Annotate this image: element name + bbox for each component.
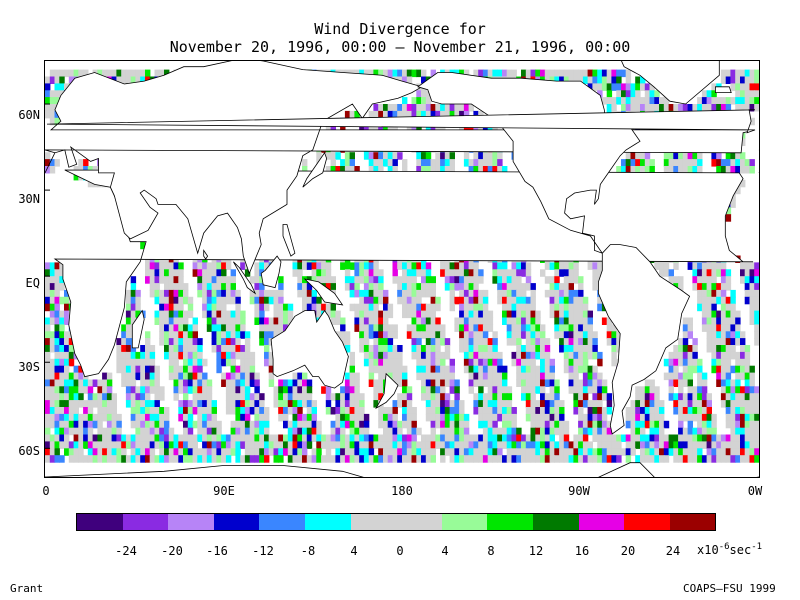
- colorbar-swatch: [350, 514, 397, 530]
- lon-label-0w: 0W: [747, 484, 763, 498]
- land-britain: [46, 109, 756, 134]
- colorbar-label: 12: [528, 544, 544, 558]
- land-antarctica: [45, 462, 759, 477]
- colorbar-swatch: [396, 514, 442, 530]
- land-eurasia: [45, 61, 756, 275]
- colorbar-label: 8: [487, 544, 495, 558]
- land-new-zealand: [375, 372, 399, 410]
- map-date-range: November 20, 1996, 00:00 – November 21, …: [169, 38, 631, 56]
- colorbar-swatch: [213, 514, 260, 530]
- land-madagascar: [131, 309, 145, 349]
- colorbar-label: 20: [620, 544, 636, 558]
- colorbar-swatch: [532, 514, 579, 530]
- colorbar-swatch: [122, 514, 169, 530]
- colorbar-label: -20: [161, 544, 183, 558]
- colorbar-label: -8: [300, 544, 316, 558]
- map-canvas: [45, 61, 759, 477]
- author-label: Grant: [10, 582, 44, 595]
- colorbar-label: 4: [350, 544, 358, 558]
- colorbar-swatch: [259, 514, 305, 530]
- lat-label-30s: 30S: [18, 360, 40, 374]
- land-australia: [270, 309, 349, 389]
- lat-label-eq: EQ: [25, 276, 40, 290]
- colorbar-swatch: [168, 514, 214, 530]
- lon-label-0: 0: [42, 484, 50, 498]
- lon-label-180: 180: [391, 484, 413, 498]
- colorbar-label: -24: [115, 544, 137, 558]
- colorbar-swatch: [441, 514, 488, 530]
- colorbar-label: -16: [206, 544, 228, 558]
- map-title: Wind Divergence for: [314, 20, 486, 38]
- colorbar-swatch: [578, 514, 625, 530]
- colorbar-label: 16: [574, 544, 590, 558]
- colorbar-swatch: [487, 514, 533, 530]
- colorbar-swatch: [304, 514, 351, 530]
- wind-divergence-map: [44, 60, 760, 478]
- colorbar-label: 24: [665, 544, 681, 558]
- colorbar-swatch: [669, 514, 716, 530]
- colorbar-swatch: [77, 514, 123, 530]
- land-greenland: [621, 61, 720, 105]
- colorbar-label: -12: [252, 544, 274, 558]
- colorbar-label: 4: [441, 544, 449, 558]
- lat-label-60n: 60N: [18, 108, 40, 122]
- credit-label: COAPS–FSU 1999: [683, 582, 776, 595]
- land-japan: [302, 151, 328, 188]
- lon-label-90e: 90E: [213, 484, 235, 498]
- land-iceland: [715, 86, 732, 94]
- land-sri-lanka: [203, 249, 209, 260]
- colorbar: [76, 513, 717, 531]
- land-south-america: [598, 244, 691, 435]
- lat-label-60s: 60S: [18, 444, 40, 458]
- land-new-guinea: [303, 278, 344, 306]
- lat-label-30n: 30N: [18, 192, 40, 206]
- colorbar-units: x10-6sec-1: [697, 542, 763, 557]
- land-sumatra: [233, 261, 257, 295]
- land-borneo: [260, 255, 282, 289]
- colorbar-label: 0: [396, 544, 404, 558]
- colorbar-swatch: [624, 514, 670, 530]
- land-philippines: [282, 224, 296, 257]
- lon-label-90w: 90W: [568, 484, 590, 498]
